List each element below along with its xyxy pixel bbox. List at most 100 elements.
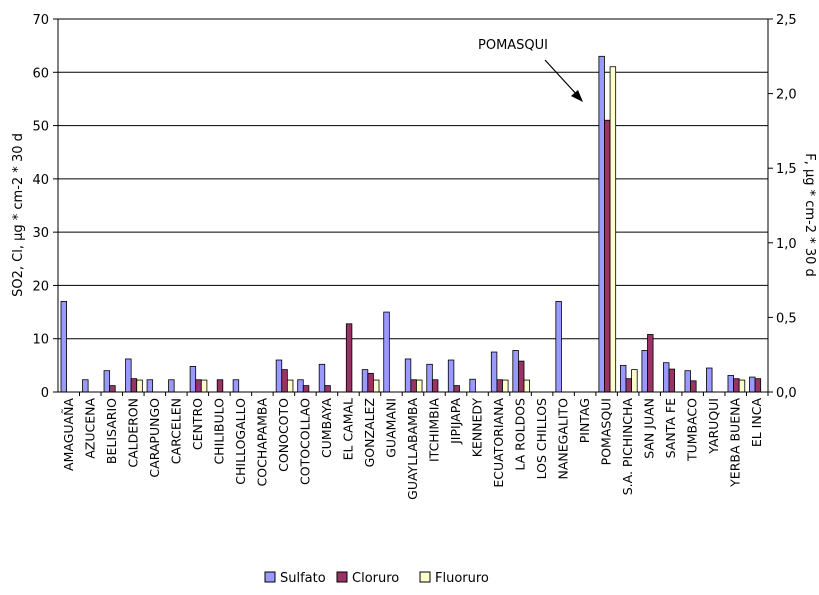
bar-cloruro — [647, 334, 654, 393]
bar-fluoruro — [609, 66, 617, 393]
category-label: CALDERON — [125, 398, 140, 468]
bar-sulfato — [297, 379, 304, 393]
category-label: CENTRO — [190, 398, 205, 450]
y-tick-label: 70 — [32, 13, 49, 28]
category-label: PINTAG — [577, 398, 592, 443]
bar-sulfato — [447, 359, 455, 393]
category-label: CONOCOTO — [276, 398, 291, 472]
y2-tick-label: 2,5 — [776, 13, 797, 28]
legend-swatch-sulfato — [264, 571, 276, 583]
bar-cloruro — [431, 379, 439, 393]
legend-label-cloruro: Cloruro — [352, 571, 399, 586]
category-label: SAN JUAN — [642, 398, 657, 459]
bar-sulfato — [469, 378, 476, 393]
axes — [57, 19, 769, 393]
bar-sulfato — [512, 350, 519, 393]
bar-sulfato — [82, 379, 89, 393]
bar-cloruro — [518, 360, 525, 393]
y2-tick-label: 0,5 — [776, 311, 797, 326]
bar-cloruro — [345, 323, 353, 393]
bar-sulfato — [641, 350, 648, 393]
bar-cloruro — [604, 119, 611, 393]
bar-cloruro — [690, 380, 697, 393]
bar-fluoruro — [631, 369, 638, 393]
bar-fluoruro — [738, 379, 746, 393]
bar-cloruro — [109, 385, 116, 393]
bar-cloruro — [216, 379, 224, 393]
bar-fluoruro — [373, 379, 380, 393]
category-label: NANEGALITO — [556, 398, 571, 480]
legend: Sulfato Cloruro Fluoruro — [264, 571, 489, 586]
bar-cloruro — [733, 378, 740, 393]
bar-sulfato — [727, 375, 734, 393]
bar-sulfato — [125, 358, 132, 393]
bar-cloruro — [453, 385, 460, 393]
bar-fluoruro — [416, 379, 423, 393]
category-label: YARUQUI — [706, 398, 721, 455]
bar-sulfato — [426, 363, 433, 393]
bar-cloruro — [410, 379, 417, 393]
bar-fluoruro — [523, 379, 531, 393]
bar-sulfato — [60, 301, 67, 393]
category-label: GUAMANI — [383, 398, 398, 458]
y-tick-label: 50 — [32, 120, 49, 135]
category-label: COTOCOLLAO — [297, 398, 312, 485]
y2-tick-label: 1,0 — [776, 237, 797, 252]
category-label: LA ROLDOS — [513, 398, 528, 471]
annotation-arrow — [544, 59, 579, 97]
bar-sulfato — [619, 364, 627, 393]
category-label: EL CAMAL — [340, 398, 355, 460]
category-label: CUMBAYA — [319, 398, 334, 458]
legend-swatch-fluoruro — [419, 571, 431, 583]
bar-sulfato — [232, 379, 240, 393]
annotation-label: POMASQUI — [478, 38, 548, 53]
legend-label-fluoruro: Fluoruro — [435, 571, 489, 586]
category-label: EL INCA — [749, 398, 764, 448]
bar-sulfato — [146, 379, 154, 393]
bar-cloruro — [668, 368, 676, 393]
category-label: CHILLOGALLO — [233, 398, 248, 485]
bar-sulfato — [706, 367, 713, 393]
category-label: JIPIJAPA — [448, 398, 463, 445]
bar-sulfato — [598, 55, 605, 393]
category-label: AZUCENA — [82, 398, 97, 459]
bar-cloruro — [324, 385, 331, 393]
bar-cloruro — [625, 378, 632, 393]
category-label: TUMBACO — [685, 398, 700, 462]
bar-fluoruro — [136, 379, 143, 393]
bar-fluoruro — [200, 379, 208, 393]
y-tick-label: 40 — [32, 173, 49, 188]
bar-sulfato — [555, 301, 562, 393]
right-axis-ticks: 0,0 0,5 1,0 1,5 2,0 2,5 — [768, 13, 797, 401]
category-label: ITCHIMBIA — [427, 398, 442, 462]
category-label: ECUATORIANA — [491, 398, 506, 488]
bar-sulfato — [168, 379, 175, 393]
annotation-arrowhead — [571, 90, 583, 102]
bar-sulfato — [490, 351, 498, 393]
y-tick-label: 20 — [32, 279, 49, 294]
y-axis-label: SO2, Cl, µg * cm-2 * 30 d — [11, 133, 26, 297]
bar-sulfato — [275, 359, 283, 393]
y-tick-label: 30 — [32, 226, 49, 241]
annotation: POMASQUI — [478, 38, 583, 102]
bar-sulfato — [361, 369, 369, 393]
bar-sulfato — [189, 366, 197, 393]
category-label: CARCELEN — [168, 398, 183, 464]
bar-fluoruro — [286, 379, 294, 393]
category-label: BELISARIO — [104, 398, 119, 464]
bar-sulfato — [663, 362, 670, 393]
category-label: SANTA FE — [663, 398, 678, 458]
category-labels: AMAGUAÑA AZUCENA BELISARIO CALDERON CARAPUNG… — [61, 392, 769, 500]
bar-cloruro — [496, 379, 503, 393]
category-label: POMASQUI — [599, 398, 614, 465]
category-label: COCHAPAMBA — [254, 398, 269, 487]
y-tick-label: 60 — [32, 66, 49, 81]
y2-axis-label: F, µg * cm-2 * 30 d — [802, 153, 817, 277]
y2-tick-label: 1,5 — [776, 162, 797, 177]
gridlines — [58, 18, 768, 340]
y2-tick-label: 0,0 — [776, 386, 797, 401]
bar-cloruro — [281, 369, 288, 393]
bar-sulfato — [404, 358, 412, 393]
